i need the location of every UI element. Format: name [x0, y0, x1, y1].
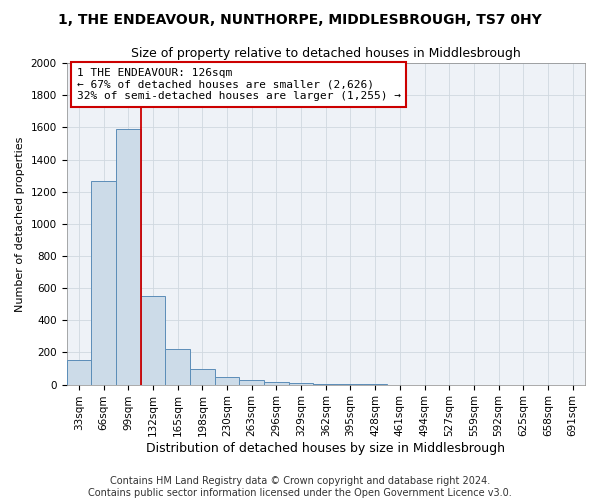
Bar [116, 129, 140, 384]
Bar [165, 349, 190, 384]
Text: 1 THE ENDEAVOUR: 126sqm
← 67% of detached houses are smaller (2,626)
32% of semi: 1 THE ENDEAVOUR: 126sqm ← 67% of detache… [77, 68, 401, 101]
X-axis label: Distribution of detached houses by size in Middlesbrough: Distribution of detached houses by size … [146, 442, 505, 455]
Bar [67, 360, 91, 384]
Bar [239, 380, 264, 384]
Title: Size of property relative to detached houses in Middlesbrough: Size of property relative to detached ho… [131, 48, 521, 60]
Bar [264, 382, 289, 384]
Text: Contains HM Land Registry data © Crown copyright and database right 2024.
Contai: Contains HM Land Registry data © Crown c… [88, 476, 512, 498]
Bar [215, 377, 239, 384]
Bar [91, 181, 116, 384]
Bar [140, 296, 165, 384]
Text: 1, THE ENDEAVOUR, NUNTHORPE, MIDDLESBROUGH, TS7 0HY: 1, THE ENDEAVOUR, NUNTHORPE, MIDDLESBROU… [58, 12, 542, 26]
Bar [190, 370, 215, 384]
Y-axis label: Number of detached properties: Number of detached properties [15, 136, 25, 312]
